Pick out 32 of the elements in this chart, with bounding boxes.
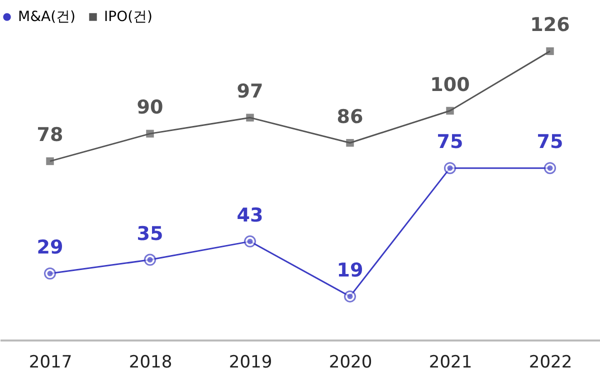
point xyxy=(246,114,254,122)
point xyxy=(346,138,354,147)
point xyxy=(546,47,554,56)
data-label: 75 xyxy=(436,131,464,154)
x-tick-label: 2019 xyxy=(228,352,272,372)
x-tick-label: 2020 xyxy=(328,352,372,372)
data-label: 97 xyxy=(236,80,264,103)
legend-label: M&A(건) xyxy=(18,9,76,25)
data-label: 86 xyxy=(336,106,364,128)
point xyxy=(46,157,54,166)
data-label: 35 xyxy=(136,222,164,245)
point xyxy=(444,162,456,174)
data-label: 75 xyxy=(536,131,564,154)
legend-label: IPO(건) xyxy=(104,9,153,25)
x-tick-label: 2017 xyxy=(28,352,72,372)
data-label: 19 xyxy=(336,259,364,282)
data-label: 100 xyxy=(430,74,470,96)
data-label: 78 xyxy=(36,124,64,146)
point xyxy=(44,268,56,280)
point xyxy=(446,106,454,115)
data-label: 29 xyxy=(36,236,64,259)
point xyxy=(244,235,256,248)
point xyxy=(544,162,556,174)
x-tick-label: 2022 xyxy=(528,352,572,372)
data-label: 90 xyxy=(136,96,164,119)
point xyxy=(344,290,356,302)
point xyxy=(146,130,154,138)
data-label: 43 xyxy=(236,204,264,226)
point xyxy=(144,254,156,266)
x-tick-label: 2021 xyxy=(428,352,472,372)
x-tick-label: 2018 xyxy=(128,352,172,372)
data-label: 126 xyxy=(530,14,570,36)
